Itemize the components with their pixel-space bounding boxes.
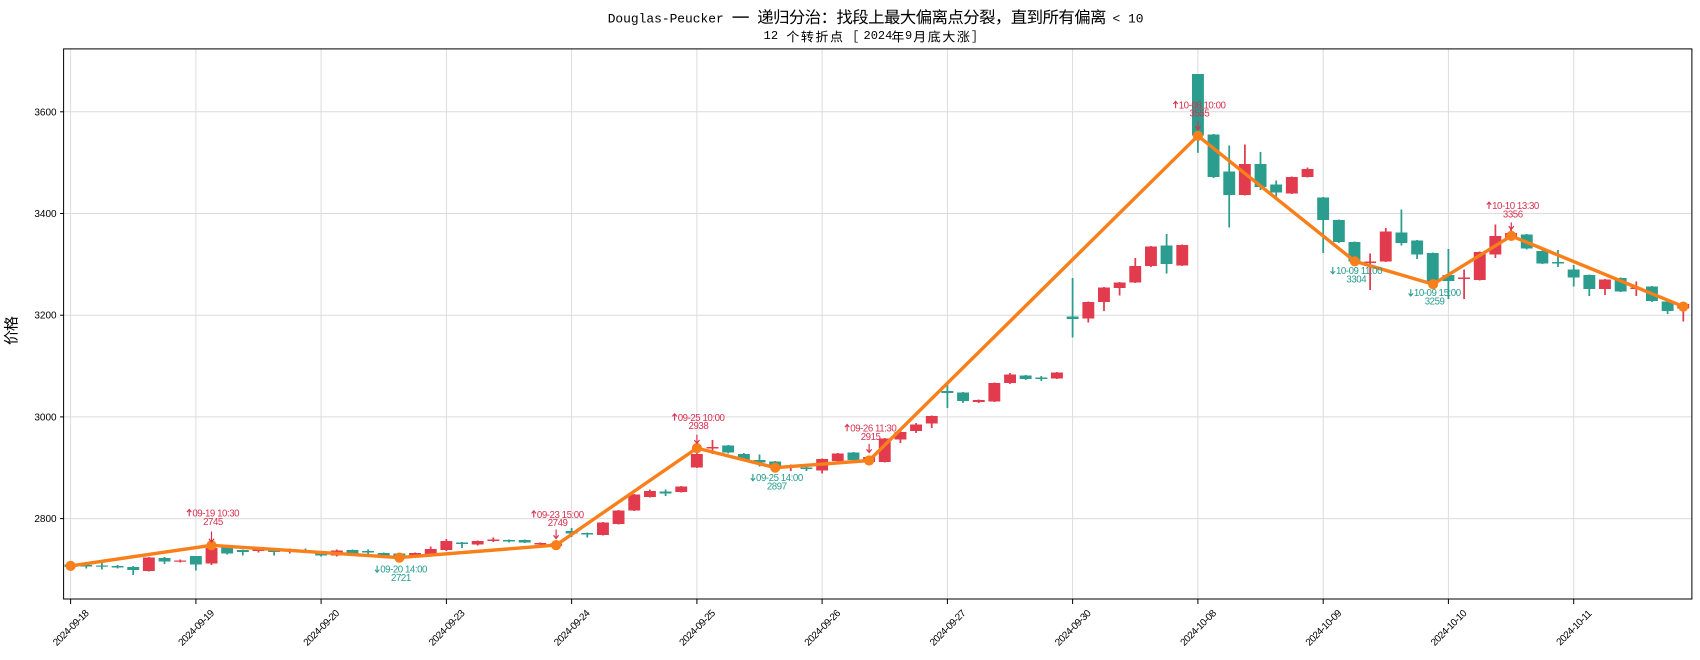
svg-text:2749: 2749: [548, 518, 568, 529]
svg-text:3555: 3555: [1190, 109, 1210, 120]
svg-text:09-20 14:00: 09-20 14:00: [380, 565, 428, 576]
svg-text:10-10 13:30: 10-10 13:30: [1492, 201, 1540, 212]
svg-text:09-26 11:30: 09-26 11:30: [850, 424, 897, 435]
svg-text:3400: 3400: [34, 209, 57, 220]
svg-text:09-25 14:00: 09-25 14:00: [756, 473, 804, 484]
svg-text:09-25 10:00: 09-25 10:00: [678, 413, 726, 424]
svg-text:3200: 3200: [34, 311, 57, 322]
svg-text:2800: 2800: [34, 514, 57, 525]
svg-text:3259: 3259: [1425, 297, 1445, 308]
svg-text:9: 9: [905, 29, 912, 43]
svg-text:09-23 15:00: 09-23 15:00: [537, 510, 585, 521]
svg-text:3356: 3356: [1503, 209, 1523, 220]
svg-text:09-19 10:30: 09-19 10:30: [192, 509, 240, 520]
svg-text:2938: 2938: [689, 421, 709, 432]
svg-text:2721: 2721: [391, 573, 411, 584]
svg-text:2915: 2915: [861, 432, 881, 443]
svg-text:2897: 2897: [767, 481, 787, 492]
svg-text:10-09 11:00: 10-09 11:00: [1336, 266, 1383, 277]
svg-text:3600: 3600: [34, 107, 57, 118]
svg-text:2745: 2745: [203, 517, 223, 528]
svg-text:< 10: < 10: [1113, 12, 1144, 27]
svg-text:2024: 2024: [864, 29, 893, 43]
svg-text:3000: 3000: [34, 412, 57, 423]
svg-text:10-09 15:00: 10-09 15:00: [1414, 288, 1462, 299]
svg-text:Douglas-Peucker: Douglas-Peucker: [608, 12, 724, 27]
svg-text:10-08 10:00: 10-08 10:00: [1179, 100, 1227, 111]
svg-text:3304: 3304: [1346, 274, 1367, 285]
svg-text:12: 12: [764, 29, 779, 43]
